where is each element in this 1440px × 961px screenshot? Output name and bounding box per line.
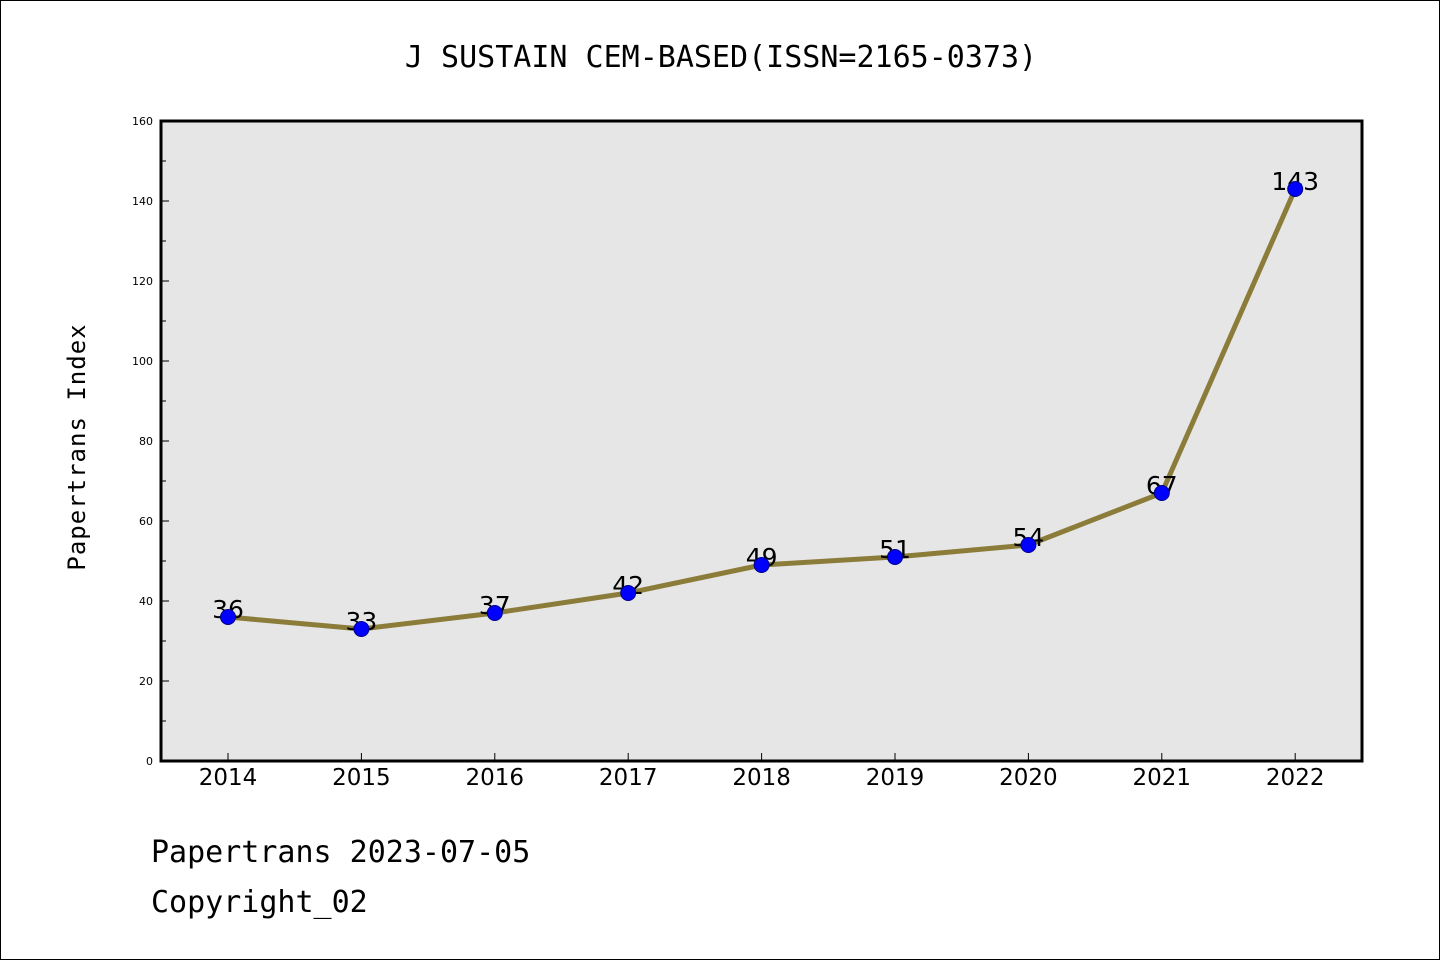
data-point <box>753 557 770 573</box>
x-tick-label: 2021 <box>1133 765 1192 791</box>
data-point <box>887 549 903 565</box>
x-tick-label: 2016 <box>466 765 525 791</box>
y-axis: 0 20 40 60 80 100 120 140 160 <box>132 115 169 768</box>
chart-title: J SUSTAIN CEM-BASED(ISSN=2165-0373) <box>405 40 1037 75</box>
x-axis: 2014 2015 2016 2017 2018 2019 2020 2021 2022 <box>199 753 1325 791</box>
data-point <box>353 621 370 637</box>
y-tick-label: 160 <box>132 115 153 128</box>
data-point <box>1020 537 1037 553</box>
y-tick-label: 20 <box>139 675 153 688</box>
y-tick-label: 40 <box>139 595 153 608</box>
data-point <box>1153 485 1170 501</box>
x-tick-label: 2018 <box>732 765 791 791</box>
data-point <box>1287 181 1304 197</box>
x-tick-label: 2019 <box>866 765 925 791</box>
y-tick-label: 120 <box>132 275 153 288</box>
x-tick-label: 2017 <box>599 765 658 791</box>
data-point <box>620 585 637 601</box>
y-tick-label: 140 <box>132 195 153 208</box>
x-tick-label: 2015 <box>332 765 391 791</box>
x-tick-label: 2020 <box>999 765 1058 791</box>
x-tick-label: 2014 <box>199 765 258 791</box>
data-point <box>220 609 236 625</box>
y-tick-label: 0 <box>146 755 153 768</box>
x-tick-label: 2022 <box>1266 765 1325 791</box>
y-axis-label: Papertrans Index <box>63 323 91 570</box>
plot-area <box>159 119 1364 763</box>
footer-copyright: Copyright_02 <box>151 885 368 920</box>
data-point <box>486 605 503 621</box>
series-group: 3633374249515467143 <box>212 167 1319 637</box>
footer-date: Papertrans 2023-07-05 <box>151 835 531 870</box>
y-tick-label: 100 <box>132 355 153 368</box>
y-tick-label: 60 <box>139 515 153 528</box>
y-tick-label: 80 <box>139 435 153 448</box>
